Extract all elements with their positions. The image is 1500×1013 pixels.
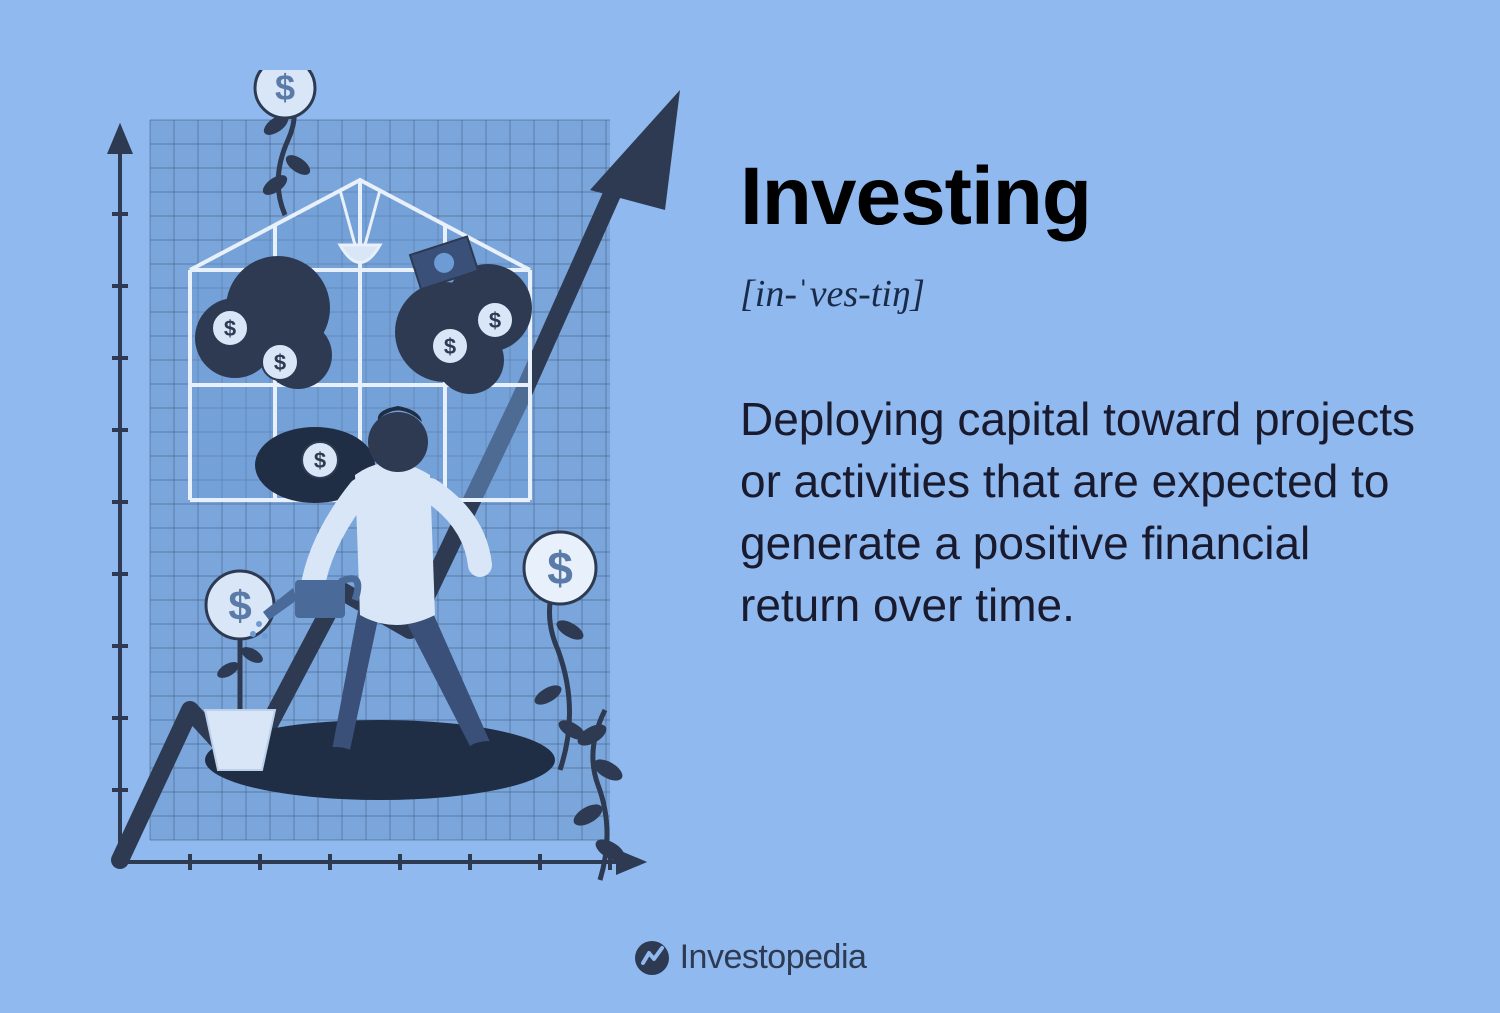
svg-text:$: $ <box>547 542 573 594</box>
svg-text:$: $ <box>444 334 456 359</box>
brand-name: Investopedia <box>680 938 867 977</box>
illustration-svg: $ $ $ $ $ <box>80 70 680 890</box>
definition-block: Investing [in-ˈves-tiŋ] Deploying capita… <box>740 150 1420 636</box>
svg-text:$: $ <box>274 350 286 375</box>
term-definition: Deploying capital toward projects or act… <box>740 388 1420 636</box>
brand-logo: Investopedia <box>0 938 1500 977</box>
investopedia-logo-icon <box>634 940 670 976</box>
investing-illustration: $ $ $ $ $ <box>80 70 680 870</box>
term-title: Investing <box>740 150 1420 244</box>
svg-text:$: $ <box>228 582 251 629</box>
svg-text:$: $ <box>489 308 501 333</box>
term-pronunciation: [in-ˈves-tiŋ] <box>740 272 1420 316</box>
infographic-canvas: $ $ $ $ $ <box>0 0 1500 1013</box>
svg-text:$: $ <box>275 70 295 108</box>
svg-text:$: $ <box>224 316 236 341</box>
svg-text:$: $ <box>314 448 326 473</box>
